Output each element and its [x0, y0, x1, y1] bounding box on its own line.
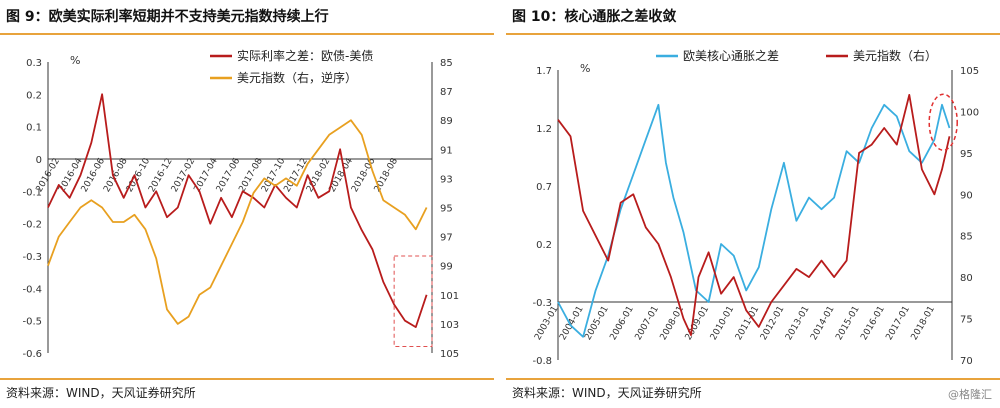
y-left-tick-label: -0.3	[22, 252, 42, 263]
x-tick-label: 2012-01	[759, 305, 786, 343]
y-left-tick-label: 1.7	[536, 66, 552, 77]
x-tick-label: 2006-01	[608, 305, 635, 343]
y-right-tick-label: 80	[960, 273, 973, 284]
y-right-tick-label: 99	[440, 262, 453, 273]
source-rule	[0, 378, 494, 380]
y-left-tick-label: 0.3	[26, 58, 42, 69]
chart-title: 图 9：欧美实际利率短期并不支持美元指数持续上行	[6, 9, 329, 25]
annotation-box	[393, 255, 433, 348]
y-right-tick-label: 103	[440, 320, 459, 331]
y-right-tick-label: 93	[440, 174, 453, 185]
x-tick-label: 2008-01	[659, 305, 686, 343]
series-line	[47, 119, 428, 325]
x-tick-label: 2015-01	[834, 305, 861, 343]
source-note: 资料来源：WIND，天风证券研究所	[6, 386, 196, 400]
series-line	[557, 94, 951, 337]
x-tick-label: 2009-01	[684, 305, 711, 343]
x-tick-label: 2014-01	[809, 305, 836, 343]
y-left-tick-label: -0.1	[22, 187, 42, 198]
series-line	[47, 93, 428, 329]
x-tick-label: 2003-01	[533, 305, 560, 343]
y-left-tick-label: -0.6	[22, 349, 42, 360]
y-left-tick-label: -0.4	[22, 284, 42, 295]
y-right-tick-label: 70	[960, 356, 973, 367]
chart-title: 图 10：核心通胀之差收敛	[512, 9, 677, 25]
legend-label: 美元指数（右，逆序）	[237, 70, 357, 85]
chart-panel-left: 图 9：欧美实际利率短期并不支持美元指数持续上行 0.3 0.2 0.1 0 -0.1 -…	[0, 0, 494, 408]
chart-panel-right: 图 10：核心通胀之差收敛 1.7 1.2 0.7 0.2 -0.3 -0.8% 105 10…	[506, 0, 1000, 408]
y-right-tick-label: 90	[960, 190, 973, 201]
y-left-tick-label: 1.2	[536, 124, 552, 135]
y-right-tick-label: 89	[440, 116, 453, 127]
y-right-tick-label: 87	[440, 87, 453, 98]
y-left-unit: %	[580, 62, 590, 75]
x-tick-label: 2013-01	[784, 305, 811, 343]
y-left-tick-label: 0.2	[536, 240, 552, 251]
title-rule	[0, 33, 494, 35]
chart-svg: 0.3 0.2 0.1 0 -0.1 -0.2 -0.3 -0.4 -0.5 -0.6% 85 87 8…	[22, 48, 459, 360]
y-right-tick-label: 105	[960, 66, 979, 77]
x-tick-label: 2011-01	[734, 305, 761, 343]
chart-svg: 1.7 1.2 0.7 0.2 -0.3 -0.8% 105 100 95 90 85 80 75 70 2…	[532, 48, 979, 367]
legend-label: 实际利率之差：欧债-美债	[237, 48, 373, 63]
legend-label: 欧美核心通胀之差	[683, 49, 779, 63]
y-left-tick-label: -0.2	[22, 220, 42, 231]
y-left-unit: %	[70, 54, 80, 67]
annotation-ellipse	[928, 93, 958, 151]
y-right-tick-label: 91	[440, 145, 453, 156]
y-right-tick-label: 95	[960, 149, 973, 160]
y-right-tick-label: 100	[960, 107, 979, 118]
x-tick-label: 2018-01	[910, 305, 937, 343]
y-right-tick-label: 85	[960, 232, 973, 243]
y-left-tick-label: -0.5	[22, 317, 42, 328]
y-right-tick-label: 101	[440, 291, 459, 302]
y-left-tick-label: -0.8	[532, 356, 552, 367]
y-left-tick-label: 0.7	[536, 182, 552, 193]
x-tick-label: 2010-01	[709, 305, 736, 343]
source-note: 资料来源：WIND，天风证券研究所	[512, 386, 702, 400]
watermark: @格隆汇	[948, 388, 992, 401]
y-left-tick-label: -0.3	[532, 298, 552, 309]
y-right-tick-label: 95	[440, 204, 453, 215]
y-left-tick-label: 0.1	[26, 123, 42, 134]
y-left-tick-label: 0.2	[26, 90, 42, 101]
y-left-tick-label: 0	[36, 155, 42, 166]
y-right-tick-label: 105	[440, 349, 459, 360]
source-rule	[506, 378, 1000, 380]
title-rule	[506, 33, 1000, 35]
x-tick-label: 2016-01	[859, 305, 886, 343]
y-right-tick-label: 75	[960, 315, 973, 326]
y-right-tick-label: 97	[440, 233, 453, 244]
series-line	[557, 103, 951, 338]
x-tick-label: 2017-01	[884, 305, 911, 343]
y-right-tick-label: 85	[440, 58, 453, 69]
x-tick-label: 2007-01	[634, 305, 661, 343]
legend-label: 美元指数（右）	[853, 48, 937, 63]
